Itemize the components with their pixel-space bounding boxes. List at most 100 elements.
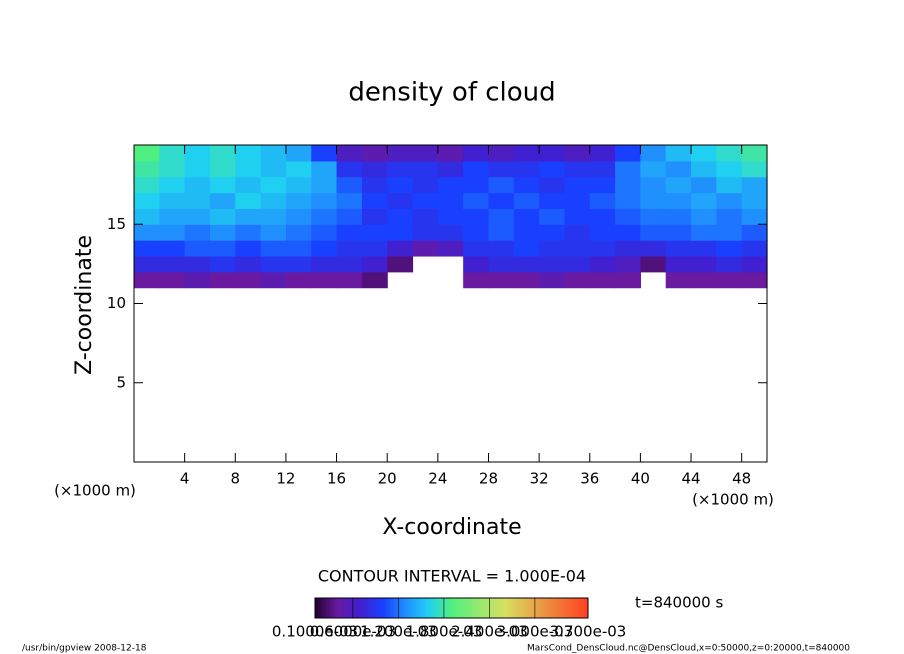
heat-cell bbox=[488, 255, 515, 273]
heat-cell bbox=[691, 255, 717, 273]
heat-cell bbox=[640, 145, 667, 162]
heat-cell bbox=[311, 176, 338, 194]
heat-cell bbox=[361, 145, 388, 162]
heat-cell bbox=[412, 208, 439, 225]
heat-cell bbox=[184, 240, 211, 257]
heat-cell bbox=[513, 145, 540, 162]
heat-cell bbox=[488, 192, 515, 209]
heat-cell bbox=[488, 145, 515, 162]
heat-cell bbox=[437, 240, 464, 257]
heat-cell bbox=[361, 271, 388, 289]
heat-cell bbox=[539, 224, 566, 241]
heat-cell bbox=[311, 208, 338, 225]
x-tick-label: 4 bbox=[180, 470, 190, 488]
heat-cell bbox=[640, 208, 667, 225]
heat-cell bbox=[361, 160, 388, 178]
heat-cell bbox=[589, 145, 616, 162]
heat-cell bbox=[716, 145, 743, 162]
heat-cell bbox=[741, 255, 768, 273]
colorbar-tick-label: 3.000e-03 bbox=[497, 623, 574, 641]
heat-cell bbox=[336, 160, 363, 178]
heat-cell bbox=[539, 145, 566, 162]
heat-cell bbox=[463, 271, 490, 289]
heat-cell bbox=[361, 240, 388, 257]
heat-cell bbox=[184, 192, 211, 209]
heat-cell bbox=[488, 271, 515, 289]
heat-cell bbox=[665, 240, 692, 257]
heat-cell bbox=[209, 224, 236, 241]
heat-cell bbox=[387, 255, 414, 273]
heat-cell bbox=[412, 145, 439, 162]
heat-cell bbox=[387, 160, 414, 178]
heat-cell bbox=[159, 240, 186, 257]
heat-cell bbox=[539, 160, 566, 178]
heat-cell bbox=[260, 208, 287, 225]
heat-cell bbox=[463, 176, 490, 194]
heat-cell bbox=[311, 224, 338, 241]
heat-cell bbox=[235, 271, 262, 289]
heat-cell bbox=[209, 208, 236, 225]
heat-cell bbox=[412, 192, 439, 209]
heat-cell bbox=[539, 176, 566, 194]
heat-cell bbox=[336, 240, 363, 257]
heat-cell bbox=[260, 145, 287, 162]
heat-cell bbox=[184, 160, 211, 178]
heat-cell bbox=[741, 224, 768, 241]
footer-left: /usr/bin/gpview 2008-12-18 bbox=[22, 644, 147, 654]
heat-cell bbox=[615, 255, 641, 273]
heat-cell bbox=[488, 176, 515, 194]
heat-cell bbox=[437, 224, 464, 241]
heat-cell bbox=[285, 192, 312, 209]
heat-cell bbox=[209, 240, 236, 257]
heat-cell bbox=[387, 192, 414, 209]
heat-cell bbox=[463, 145, 490, 162]
heat-cell bbox=[285, 145, 312, 162]
heat-cell bbox=[159, 145, 186, 162]
heat-cell bbox=[285, 224, 312, 241]
heat-cell bbox=[260, 240, 287, 257]
heat-cell bbox=[589, 192, 616, 209]
heat-cell bbox=[361, 224, 388, 241]
heat-cell bbox=[589, 255, 616, 273]
heat-cell bbox=[159, 176, 186, 194]
heat-cell bbox=[640, 240, 667, 257]
heat-cell bbox=[741, 145, 768, 162]
heat-cell bbox=[235, 192, 262, 209]
heat-cell bbox=[615, 208, 641, 225]
heat-cell bbox=[539, 240, 566, 257]
heat-cell bbox=[134, 271, 160, 289]
heat-cell bbox=[134, 192, 160, 209]
heat-cell bbox=[488, 208, 515, 225]
colorbar-tick-label: 1.800e-03 bbox=[406, 623, 483, 641]
heat-cell bbox=[589, 176, 616, 194]
heat-cell bbox=[336, 176, 363, 194]
heat-cell bbox=[640, 176, 667, 194]
heat-cell bbox=[463, 240, 490, 257]
heat-cell bbox=[235, 240, 262, 257]
heat-cell bbox=[615, 271, 641, 289]
heat-cell bbox=[361, 176, 388, 194]
heat-cell bbox=[691, 224, 717, 241]
heat-cell bbox=[336, 224, 363, 241]
time-label: t=840000 s bbox=[635, 594, 723, 612]
heat-cell bbox=[285, 240, 312, 257]
heat-cell bbox=[235, 176, 262, 194]
x-tick-label: 36 bbox=[580, 470, 599, 488]
heat-cell bbox=[539, 208, 566, 225]
heat-cell bbox=[691, 160, 717, 178]
heat-cell bbox=[437, 192, 464, 209]
heat-cell bbox=[134, 240, 160, 257]
heat-cell bbox=[209, 255, 236, 273]
heat-cell bbox=[285, 255, 312, 273]
heat-cell bbox=[716, 176, 743, 194]
heat-cell bbox=[691, 176, 717, 194]
heat-cell bbox=[412, 240, 439, 257]
heat-cell bbox=[640, 160, 667, 178]
heat-cell bbox=[615, 192, 641, 209]
heat-cell bbox=[691, 240, 717, 257]
heat-cell bbox=[513, 208, 540, 225]
heat-cell bbox=[463, 208, 490, 225]
heat-cell bbox=[513, 176, 540, 194]
heat-cell bbox=[184, 176, 211, 194]
x-tick-label: 12 bbox=[276, 470, 295, 488]
